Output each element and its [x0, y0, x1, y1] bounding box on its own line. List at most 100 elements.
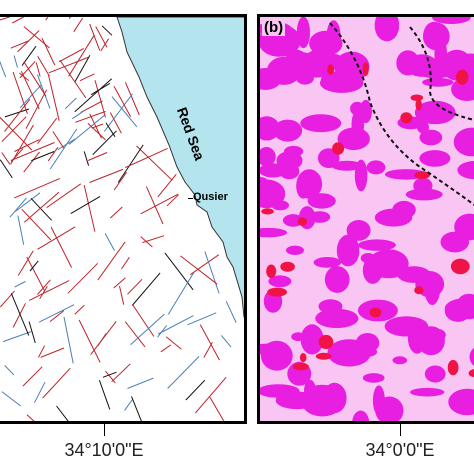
lineament — [160, 344, 172, 353]
very-high-density-zone — [414, 286, 424, 295]
very-high-density-zone — [332, 142, 345, 155]
lineament — [25, 89, 48, 129]
high-density-zone — [423, 21, 445, 48]
lineament — [0, 17, 11, 21]
lineament — [37, 279, 51, 295]
lineament — [67, 262, 99, 294]
lineament — [127, 278, 143, 295]
lineament — [48, 56, 89, 74]
lineament — [35, 62, 41, 77]
lineament — [26, 256, 46, 292]
lineament — [74, 304, 85, 315]
high-density-zone — [336, 234, 360, 267]
lineament — [130, 313, 165, 346]
high-density-zone — [453, 127, 474, 157]
lineament — [180, 255, 218, 285]
lineament — [109, 206, 123, 219]
very-high-density-zone — [267, 287, 287, 297]
high-density-zone — [306, 50, 332, 63]
lineament — [1, 116, 27, 143]
lineament — [41, 37, 56, 66]
lineament — [72, 110, 85, 120]
lineament — [0, 60, 7, 78]
lineament — [15, 192, 41, 212]
high-density-zone — [444, 299, 472, 322]
lineament — [52, 131, 65, 150]
high-density-zone — [315, 308, 359, 329]
lineament — [74, 54, 91, 83]
lineament — [4, 365, 15, 376]
very-high-density-zone — [400, 112, 413, 124]
lineament — [113, 172, 127, 191]
lineament — [221, 335, 232, 348]
lineament — [94, 80, 106, 118]
boundary-line-2 — [409, 26, 474, 121]
lineament — [17, 250, 34, 276]
lineament — [166, 194, 179, 207]
high-density-zone — [324, 266, 350, 293]
lineament — [105, 122, 116, 137]
high-density-zone — [260, 147, 276, 167]
lineament — [46, 183, 82, 209]
lineament — [37, 345, 46, 358]
lineament — [159, 420, 160, 421]
high-density-zone — [414, 100, 456, 125]
lineament — [127, 377, 154, 389]
lineament — [136, 145, 173, 181]
lineament — [100, 38, 110, 52]
very-high-density-zone — [415, 98, 422, 111]
high-density-zone — [318, 299, 343, 314]
very-high-density-zone — [447, 359, 459, 376]
high-density-zone — [270, 352, 284, 370]
lineament — [102, 371, 117, 378]
lineament — [80, 100, 103, 113]
lineament — [83, 184, 96, 232]
lineament — [31, 151, 55, 162]
lineament — [95, 26, 108, 48]
very-high-density-zone — [280, 261, 295, 272]
lineament — [157, 325, 167, 338]
lineament — [1, 391, 22, 407]
high-density-zone — [313, 257, 342, 268]
lineament — [101, 25, 113, 36]
lineament — [17, 30, 40, 53]
high-density-zone — [300, 324, 324, 355]
lineament — [124, 399, 133, 411]
high-density-zone — [350, 101, 365, 116]
high-density-zone — [260, 227, 288, 238]
lineament — [23, 61, 47, 97]
lineament — [131, 272, 161, 306]
lineament — [124, 82, 140, 116]
very-high-density-zone — [327, 64, 334, 75]
lineament — [39, 285, 48, 300]
lineament — [12, 17, 25, 24]
very-high-density-zone — [315, 352, 332, 360]
high-density-zone — [346, 220, 371, 241]
lineament — [48, 74, 60, 121]
lineament — [4, 98, 31, 132]
high-density-zone — [392, 356, 408, 365]
lineament — [185, 379, 206, 401]
lineament — [29, 260, 39, 272]
lineament — [49, 128, 78, 170]
high-density-zone — [279, 163, 300, 180]
high-density-zone — [469, 347, 474, 366]
high-density-zone — [271, 200, 289, 211]
red-sea-area — [116, 17, 244, 318]
lineament — [47, 146, 59, 162]
lineament — [140, 193, 179, 215]
lineament — [190, 254, 220, 276]
lineament — [124, 147, 168, 169]
high-density-zone — [260, 384, 300, 398]
lineament — [68, 114, 106, 145]
lineament — [21, 208, 52, 241]
lineament — [68, 17, 72, 19]
lineament — [9, 197, 27, 218]
panel-b-tag: (b) — [262, 19, 286, 36]
lineament — [90, 321, 117, 355]
high-density-zone — [374, 208, 413, 227]
lineament — [157, 173, 177, 198]
lineament — [199, 324, 220, 361]
lineament — [4, 108, 30, 118]
lineament — [70, 195, 101, 215]
